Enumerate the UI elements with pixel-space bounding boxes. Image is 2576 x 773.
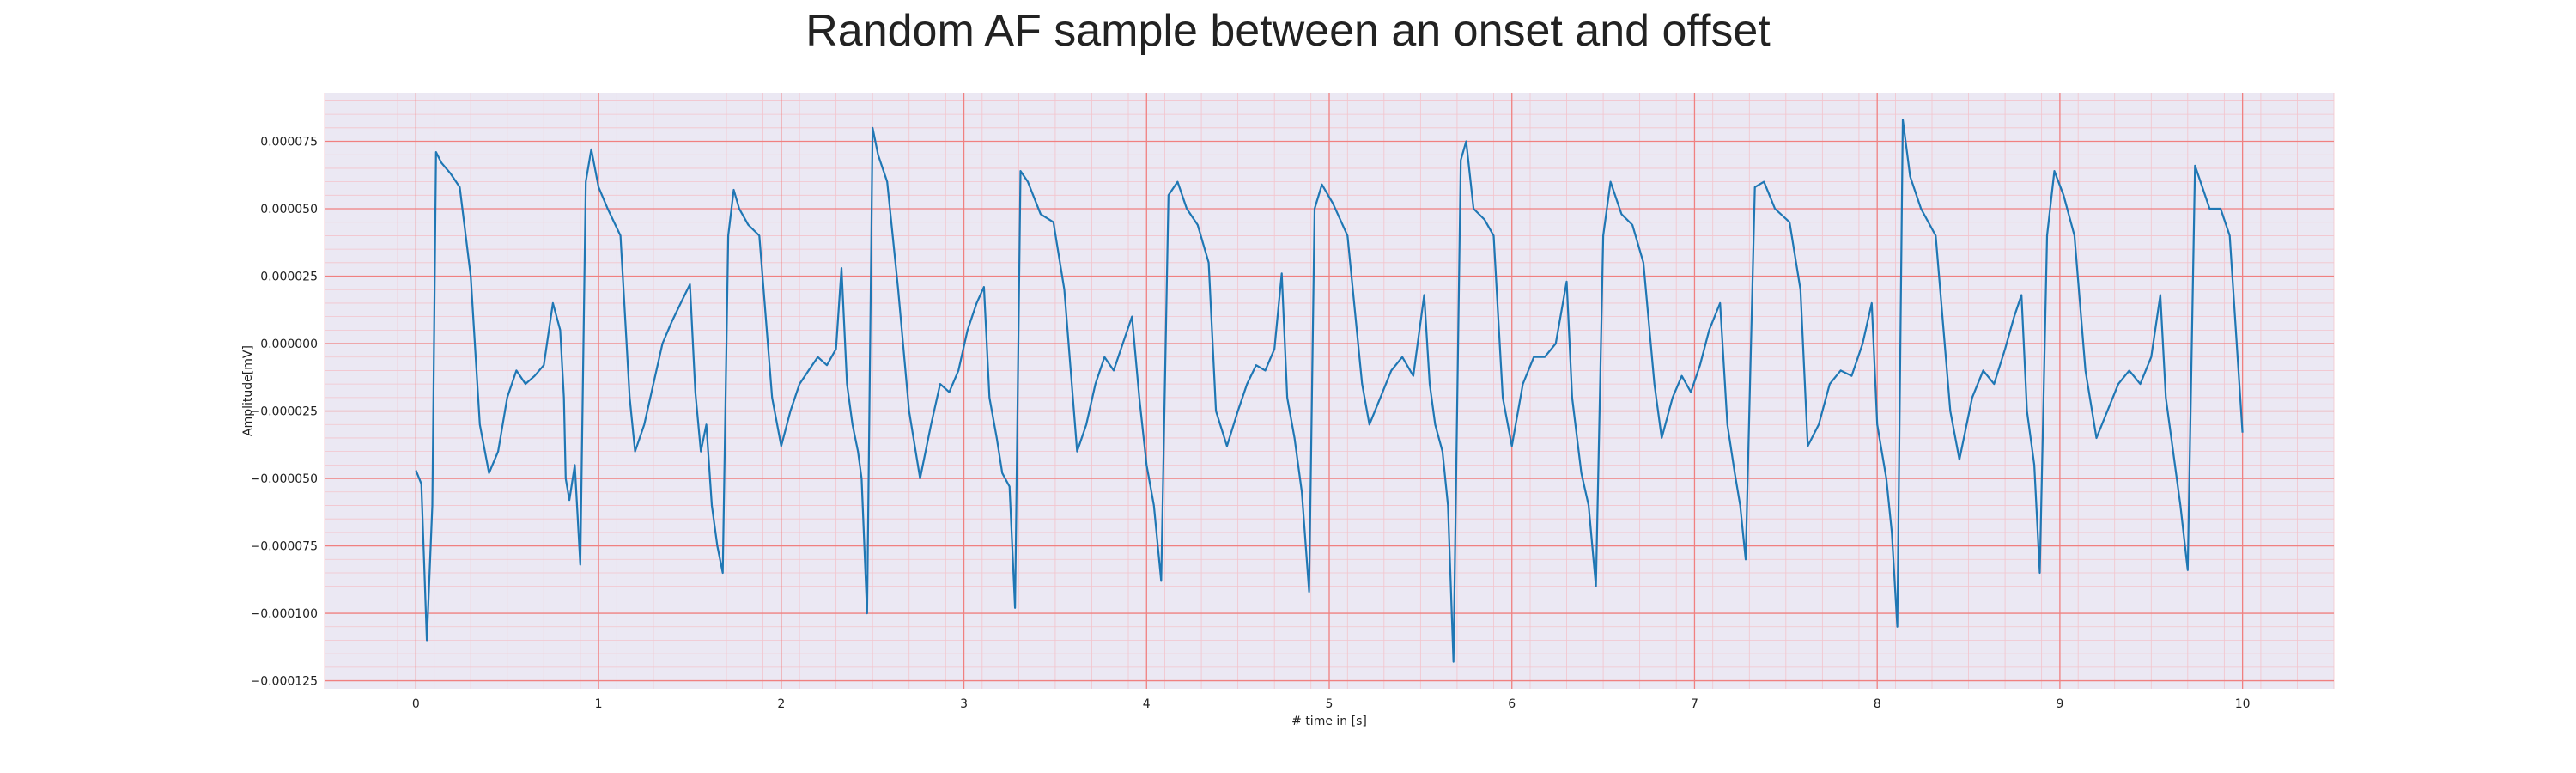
y-tick-label: −0.000100 <box>250 607 318 621</box>
x-tick-label: 3 <box>960 697 968 711</box>
x-tick-label: 9 <box>2056 697 2063 711</box>
x-tick-label: 0 <box>412 697 420 711</box>
x-tick-label: 2 <box>777 697 785 711</box>
x-axis-ticks: 0 1 2 3 4 5 6 7 8 9 10 <box>412 697 2251 711</box>
major-grid <box>325 93 2334 689</box>
y-tick-label: −0.000125 <box>250 675 318 689</box>
x-axis-label: # time in [s] <box>1291 715 1367 728</box>
x-tick-label: 6 <box>1508 697 1516 711</box>
x-tick-label: 4 <box>1143 697 1151 711</box>
series-line <box>415 119 2244 663</box>
chart-title: Random AF sample between an onset and of… <box>805 6 1771 56</box>
y-tick-label: 0.000025 <box>260 271 318 284</box>
x-tick-label: 1 <box>595 697 603 711</box>
x-tick-label: 10 <box>2235 697 2251 711</box>
y-tick-label: −0.000025 <box>250 405 318 419</box>
y-tick-label: −0.000050 <box>250 472 318 486</box>
y-axis-ticks: 0.000075 0.000050 0.000025 0.000000 −0.00002… <box>250 136 318 689</box>
y-tick-label: −0.000075 <box>250 540 318 554</box>
x-tick-label: 5 <box>1326 697 1334 711</box>
y-tick-label: 0.000000 <box>260 338 318 351</box>
x-tick-label: 8 <box>1874 697 1881 711</box>
y-tick-label: 0.000050 <box>260 203 318 216</box>
y-axis-label: Amplitude[mV] <box>241 345 255 436</box>
y-tick-label: 0.000075 <box>260 136 318 149</box>
x-tick-label: 7 <box>1691 697 1698 711</box>
